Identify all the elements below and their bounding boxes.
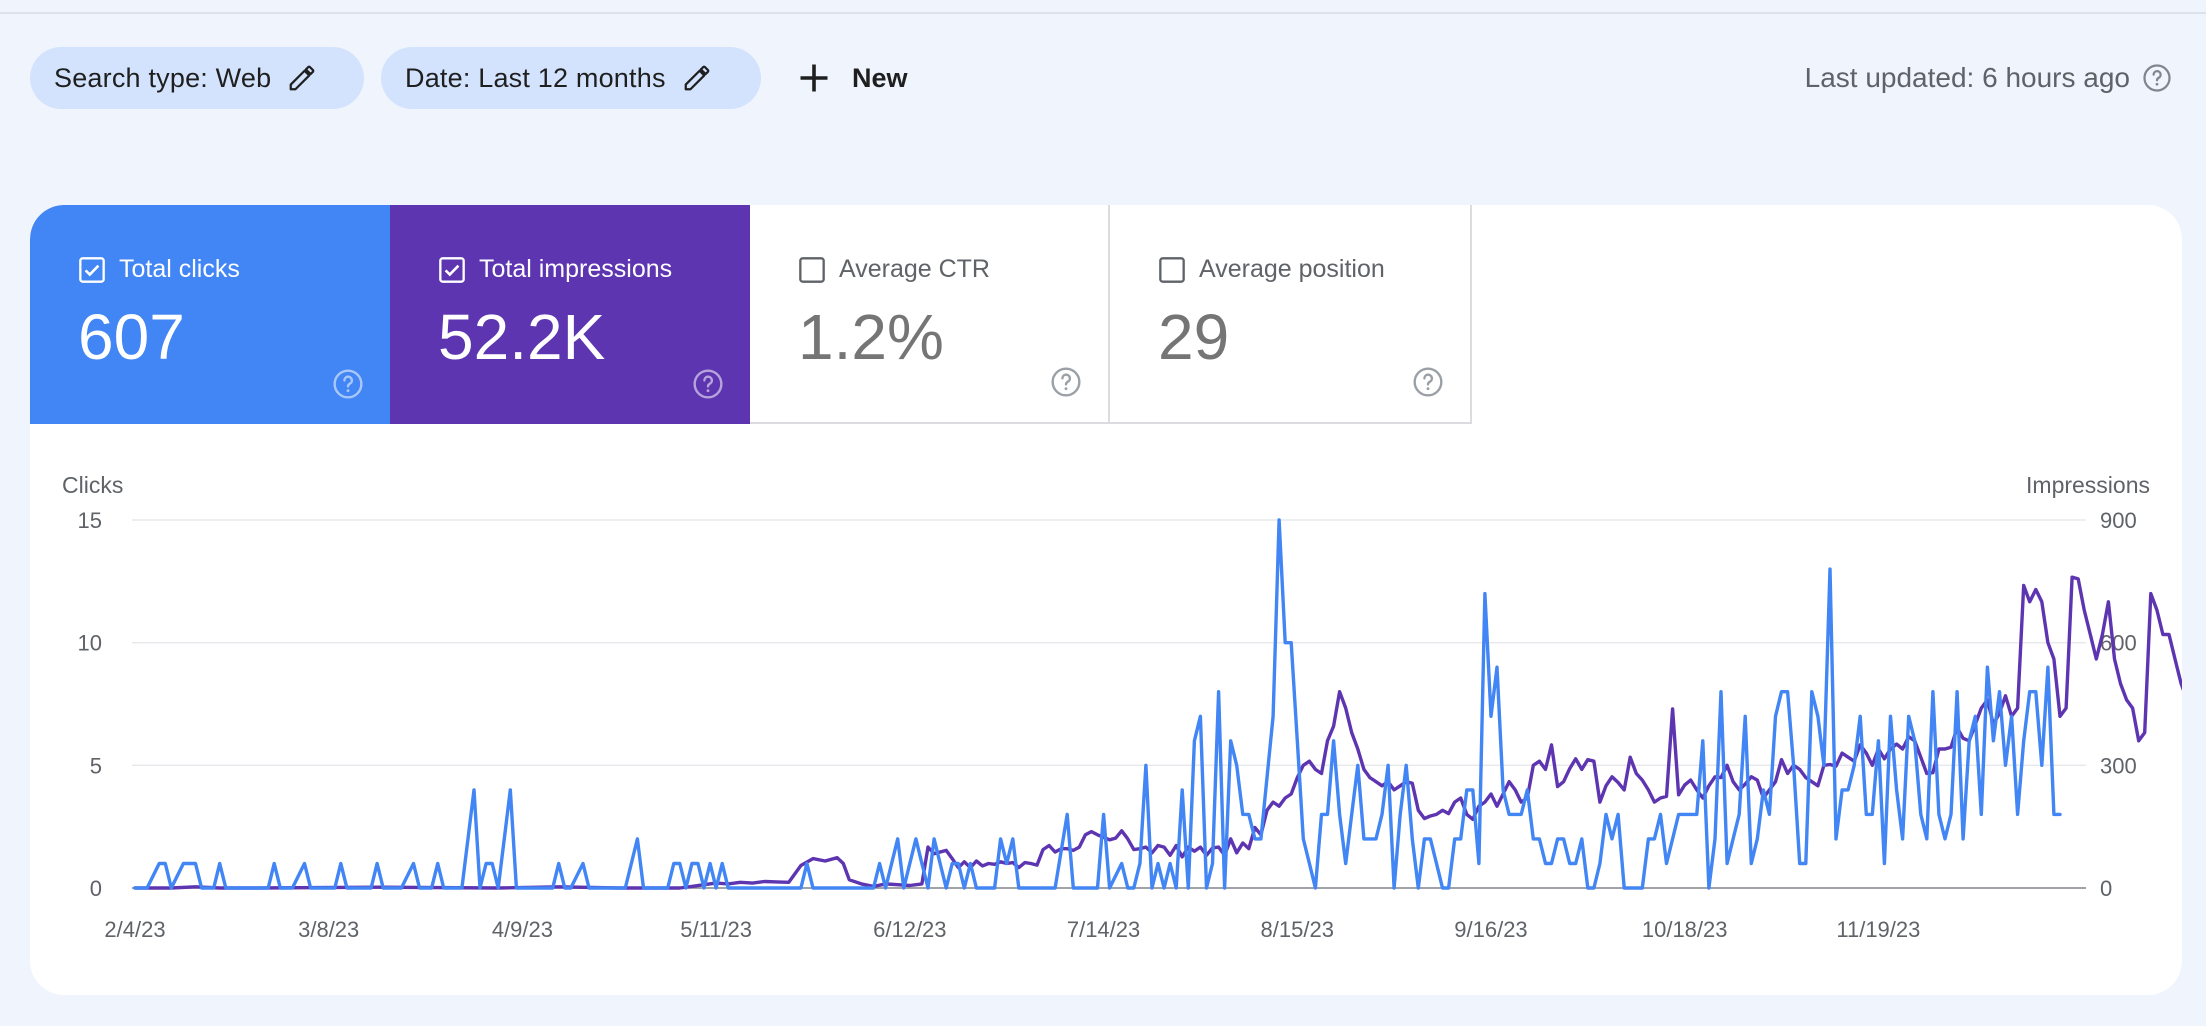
plus-icon — [800, 64, 828, 92]
new-filter-button[interactable]: New — [796, 47, 908, 109]
total-impressions-label: Total impressions — [479, 255, 673, 283]
last-updated-text: Last updated: 6 hours ago — [1804, 62, 2130, 93]
average-position-label: Average position — [1199, 255, 1385, 283]
x-tick-label: 11/19/23 — [1836, 917, 1920, 942]
top-divider — [0, 12, 2206, 14]
checkbox-checked-icon[interactable] — [438, 256, 466, 284]
y-left-tick-label: 0 — [90, 876, 102, 901]
pencil-icon[interactable] — [287, 63, 317, 93]
chart-gridlines — [132, 519, 2086, 889]
total-impressions-value: 52.2K — [438, 301, 606, 373]
date-filter-label: Date: Last 12 months — [405, 62, 666, 93]
y-axis-right-label: Impressions — [2026, 472, 2150, 498]
y-right-tick-label: 600 — [2100, 631, 2137, 656]
performance-card: Total clicks 607 Total impressions 52.2K — [30, 205, 2182, 995]
x-tick-label: 8/15/23 — [1261, 917, 1334, 942]
x-tick-label: 9/16/23 — [1454, 917, 1527, 942]
y-right-tick-label: 0 — [2100, 876, 2112, 901]
total-clicks-value: 607 — [78, 301, 185, 373]
total-impressions-tile[interactable]: Total impressions 52.2K — [390, 205, 750, 424]
performance-chart[interactable]: Clicks Impressions 0 5 10 15 0 300 600 900 2/4/2… — [30, 205, 2182, 995]
y-right-tick-label: 900 — [2100, 508, 2137, 533]
y-right-tick-label: 300 — [2100, 753, 2137, 778]
average-ctr-tile[interactable]: Average CTR 1.2% — [750, 205, 1110, 424]
average-position-tile[interactable]: Average position 29 — [1110, 205, 1472, 424]
pencil-icon[interactable] — [682, 63, 712, 93]
help-circle-icon[interactable] — [332, 368, 364, 400]
help-circle-icon[interactable] — [1412, 366, 1444, 398]
y-left-tick-label: 5 — [90, 753, 102, 778]
checkbox-checked-icon[interactable] — [78, 256, 106, 284]
average-ctr-value: 1.2% — [798, 301, 944, 373]
total-clicks-tile[interactable]: Total clicks 607 — [30, 205, 390, 424]
x-tick-label: 5/11/23 — [680, 917, 752, 942]
total-clicks-label: Total clicks — [119, 255, 240, 283]
date-filter-chip[interactable]: Date: Last 12 months — [381, 47, 761, 109]
y-left-tick-label: 10 — [78, 631, 102, 656]
last-updated: Last updated: 6 hours ago — [1805, 47, 2172, 109]
average-position-value: 29 — [1158, 301, 1230, 373]
x-tick-label: 2/4/23 — [104, 917, 165, 942]
checkbox-unchecked-icon[interactable] — [798, 256, 826, 284]
x-tick-label: 4/9/23 — [492, 917, 553, 942]
y-left-tick-label: 15 — [78, 508, 102, 533]
x-tick-label: 10/18/23 — [1642, 917, 1728, 942]
x-tick-label: 7/14/23 — [1067, 917, 1140, 942]
help-circle-icon[interactable] — [2142, 63, 2172, 93]
average-ctr-label: Average CTR — [839, 255, 990, 283]
new-filter-label: New — [852, 62, 908, 93]
x-tick-label: 3/8/23 — [298, 917, 359, 942]
series-line-impressions — [133, 575, 2182, 890]
help-circle-icon[interactable] — [1050, 366, 1082, 398]
checkbox-unchecked-icon[interactable] — [1158, 256, 1186, 284]
help-circle-icon[interactable] — [692, 368, 724, 400]
y-axis-left-label: Clicks — [62, 472, 123, 498]
search-type-filter-chip[interactable]: Search type: Web — [30, 47, 364, 109]
x-tick-label: 6/12/23 — [873, 917, 946, 942]
series-line-clicks — [133, 518, 2062, 890]
chart-series — [133, 518, 2182, 890]
search-type-filter-label: Search type: Web — [54, 62, 272, 93]
axis-ticks: 0 5 10 15 0 300 600 900 2/4/23 3/8/23 4/9/23 5/11/2… — [78, 508, 2137, 942]
